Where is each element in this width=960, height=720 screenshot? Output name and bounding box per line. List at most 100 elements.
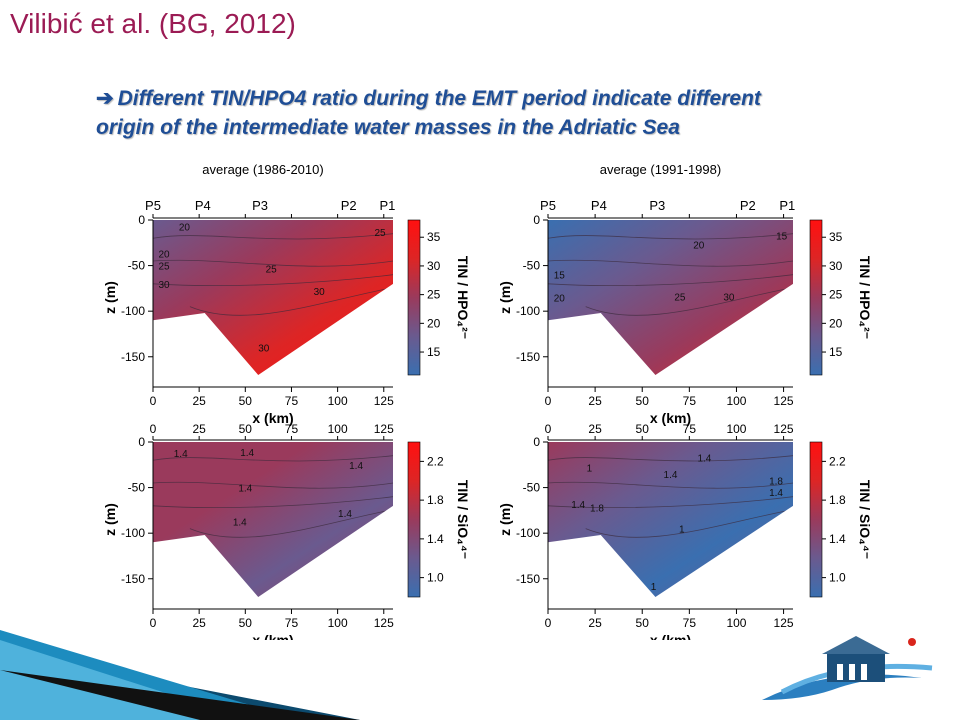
y-tick-label: 0 bbox=[138, 435, 145, 449]
x-tick-label: 75 bbox=[285, 394, 299, 408]
arrow-right-icon: ➔ bbox=[96, 87, 114, 110]
contour-label: 30 bbox=[314, 287, 326, 298]
colorbar bbox=[809, 441, 823, 598]
colorbar-label: TIN / SiO₄⁴⁻ bbox=[857, 480, 873, 559]
top-tick-label: 25 bbox=[192, 422, 206, 436]
y-tick-label: -150 bbox=[516, 350, 540, 364]
x-tick-label: 75 bbox=[285, 616, 299, 630]
y-axis-label: z (m) bbox=[102, 503, 118, 536]
corner-decoration bbox=[0, 630, 360, 720]
contour-line bbox=[547, 481, 794, 489]
chart-title: average (1991-1998) bbox=[600, 162, 721, 177]
colorbar-label: TIN / HPO₄²⁻ bbox=[857, 256, 873, 339]
contour-label: 15 bbox=[776, 232, 788, 243]
colorbar bbox=[809, 219, 823, 376]
contour-label: 20 bbox=[159, 250, 171, 261]
fish-house-logo-icon bbox=[762, 636, 933, 700]
y-tick-label: -50 bbox=[523, 481, 541, 495]
slide-title: Vilibić et al. (BG, 2012) bbox=[10, 8, 296, 39]
colorbar-tick-label: 20 bbox=[427, 316, 441, 330]
contour-line bbox=[189, 509, 390, 538]
top-tick-label: 0 bbox=[150, 422, 157, 436]
x-tick-label: 100 bbox=[328, 616, 348, 630]
top-tick-label: 100 bbox=[328, 422, 348, 436]
colorbar-tick-label: 1.4 bbox=[829, 532, 846, 546]
contour-line bbox=[585, 509, 790, 538]
top-tick-label: 25 bbox=[588, 422, 602, 436]
top-tick-label: 125 bbox=[374, 422, 394, 436]
contour-line bbox=[547, 259, 794, 267]
x-tick-label: 125 bbox=[774, 394, 794, 408]
station-label: P2 bbox=[740, 198, 756, 213]
x-tick-label: 125 bbox=[374, 394, 394, 408]
y-tick-label: -150 bbox=[121, 572, 145, 586]
y-axis-label: z (m) bbox=[497, 281, 513, 314]
subtitle-line-2: origin of the intermediate water masses … bbox=[96, 116, 680, 139]
y-tick-label: 0 bbox=[138, 213, 145, 227]
y-tick-label: -50 bbox=[523, 259, 541, 273]
station-label: P4 bbox=[195, 198, 211, 213]
y-tick-label: -150 bbox=[516, 572, 540, 586]
top-tick-label: 0 bbox=[545, 422, 552, 436]
contour-label: 20 bbox=[554, 294, 566, 305]
colorbar-label: TIN / SiO₄⁴⁻ bbox=[455, 480, 471, 559]
subtitle-line-1: Different TIN/HPO4 ratio during the EMT … bbox=[117, 87, 761, 110]
contour-line bbox=[189, 287, 390, 316]
x-tick-label: 25 bbox=[588, 616, 602, 630]
station-label: P5 bbox=[145, 198, 161, 213]
contour-label: 1.8 bbox=[769, 476, 783, 487]
y-tick-label: 0 bbox=[533, 435, 540, 449]
y-tick-label: -50 bbox=[128, 259, 146, 273]
contour-label: 1 bbox=[679, 525, 685, 536]
x-tick-label: 0 bbox=[545, 394, 552, 408]
x-tick-label: 25 bbox=[588, 394, 602, 408]
colorbar-tick-label: 20 bbox=[829, 316, 843, 330]
colorbar-tick-label: 2.2 bbox=[427, 454, 444, 468]
contour-label: 1.8 bbox=[590, 504, 604, 515]
contour-label: 1.4 bbox=[238, 484, 252, 495]
x-tick-label: 100 bbox=[726, 616, 746, 630]
contour-label: 1.4 bbox=[697, 454, 711, 465]
chart-panel-4: 0 25 50 75 100 125 0 25 50 75 100 125 0 -50 -100 -150 x … bbox=[497, 422, 873, 640]
contour-label: 1.4 bbox=[349, 461, 363, 472]
contour-line bbox=[547, 455, 794, 462]
y-axis-label: z (m) bbox=[497, 503, 513, 536]
contour-line bbox=[547, 274, 794, 287]
colorbar bbox=[407, 219, 421, 376]
contour-label: 25 bbox=[159, 262, 171, 273]
colorbar-tick-label: 2.2 bbox=[829, 454, 846, 468]
contour-label: 1.4 bbox=[664, 470, 678, 481]
y-tick-label: -100 bbox=[121, 304, 145, 318]
colorbar-tick-label: 1.4 bbox=[427, 532, 444, 546]
x-axis-label: x (km) bbox=[650, 410, 691, 426]
contour-label: 1.4 bbox=[240, 448, 254, 459]
chart-panel-1: 0 25 50 75 100 125 0 -50 -100 -150 x (km) z (m) aver… bbox=[102, 162, 471, 426]
chart-title: average (1986-2010) bbox=[202, 162, 323, 177]
top-tick-label: 125 bbox=[774, 422, 794, 436]
slide-subtitle: ➔ Different TIN/HPO4 ratio during the EMT… bbox=[96, 84, 856, 142]
x-tick-label: 50 bbox=[636, 394, 650, 408]
station-label: P3 bbox=[252, 198, 268, 213]
contour-line bbox=[152, 233, 394, 240]
contour-line bbox=[152, 455, 394, 462]
contour-label: 20 bbox=[693, 241, 705, 252]
x-tick-label: 100 bbox=[726, 394, 746, 408]
x-tick-label: 50 bbox=[239, 394, 253, 408]
colorbar bbox=[407, 441, 421, 598]
contour-line bbox=[547, 233, 794, 240]
x-tick-label: 25 bbox=[192, 394, 206, 408]
contour-label: 30 bbox=[258, 344, 270, 355]
contour-label: 1.4 bbox=[338, 509, 352, 520]
contour-line bbox=[152, 496, 394, 509]
contour-line bbox=[152, 481, 394, 489]
contour-label: 1.4 bbox=[769, 488, 783, 499]
top-tick-label: 75 bbox=[683, 422, 697, 436]
colorbar-tick-label: 1.8 bbox=[829, 493, 846, 507]
contour-label: 1.4 bbox=[571, 500, 585, 511]
x-tick-label: 0 bbox=[545, 616, 552, 630]
station-label: P1 bbox=[380, 198, 396, 213]
colorbar-tick-label: 35 bbox=[829, 230, 843, 244]
y-axis-label: z (m) bbox=[102, 281, 118, 314]
contour-line bbox=[152, 274, 394, 287]
